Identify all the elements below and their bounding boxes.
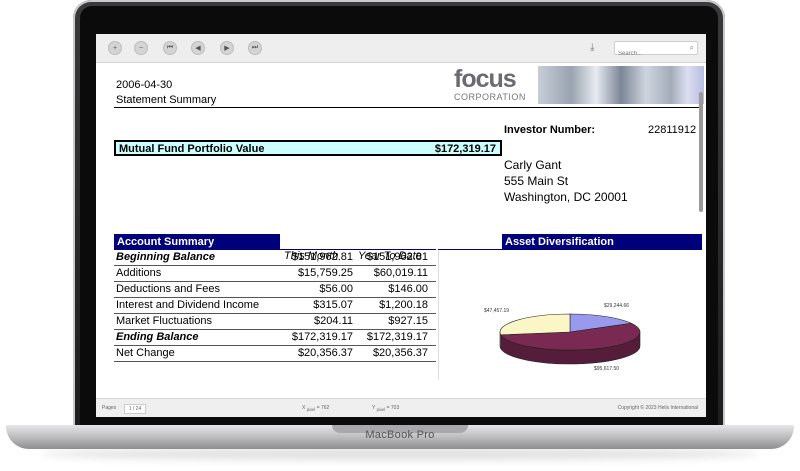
row-label: Additions: [116, 267, 162, 279]
pie-slice-2: [499, 313, 571, 336]
col-this-month: This Month: [284, 250, 339, 262]
logo-subtitle: CORPORATION: [454, 92, 526, 102]
viewer-statusbar: Pages 1 / 24 X pixel = 762 Y pixel = 703…: [96, 398, 706, 417]
company-logo: focus CORPORATION: [454, 66, 538, 106]
asset-pie-chart: [499, 313, 641, 365]
pie-label-1: $95,617.50: [594, 366, 620, 372]
pie-slice-1: [500, 322, 641, 351]
table-row: Beginning Balance $151,962.81 $151,962.81: [114, 249, 436, 266]
device-brand: MacBook Pro: [365, 429, 435, 441]
x-value: = 762: [316, 405, 330, 411]
last-page-icon: ⏭: [251, 44, 259, 51]
row-this-month: $20,356.37: [297, 347, 353, 359]
row-this-month: $56.00: [319, 283, 353, 295]
row-this-month: $15,759.25: [297, 267, 353, 279]
row-this-month: $151,962.81: [291, 251, 353, 263]
zoom-out-button[interactable]: −: [134, 41, 148, 55]
y-coordinate: Y pixel = 703: [372, 405, 399, 412]
pie-label-2: $47,457.19: [484, 308, 510, 314]
download-icon[interactable]: ⤓: [590, 42, 595, 53]
row-label: Deductions and Fees: [116, 283, 220, 295]
asset-diversification-rule: [438, 249, 702, 250]
y-value: = 703: [386, 405, 400, 411]
previous-page-icon: ◀: [195, 45, 201, 52]
pages-label: Pages: [102, 405, 117, 411]
pie-slice-0: [569, 313, 633, 333]
table-row: Net Change $20,356.37 $20,356.37: [114, 345, 436, 362]
laptop-notch: [332, 425, 468, 433]
row-year-to-date: $60,019.11: [373, 267, 428, 279]
page-number-input[interactable]: 1 / 24: [124, 404, 146, 414]
copyright-text: Copyright © 2023 Helix International: [617, 405, 698, 411]
table-row: Interest and Dividend Income $315.07 $1,20…: [114, 297, 436, 314]
row-label: Ending Balance: [116, 331, 199, 343]
search-icon[interactable]: ⌕: [689, 43, 694, 52]
header-photo: [538, 66, 704, 104]
viewer-toolbar: + − ⏮ ◀ ▶ ⏭ ⤓ ⌕: [96, 34, 706, 63]
zoom-out-icon: −: [138, 44, 144, 52]
row-label: Beginning Balance: [116, 251, 216, 263]
row-this-month: $315.07: [313, 299, 353, 311]
statement-date: 2006-04-30: [116, 79, 173, 91]
row-label: Interest and Dividend Income: [116, 299, 260, 311]
investor-number-label: Investor Number:: [504, 124, 596, 136]
next-page-button[interactable]: ▶: [220, 41, 234, 55]
table-row: Market Fluctuations $204.11 $927.15: [114, 313, 436, 330]
portfolio-value: $172,319.17: [434, 143, 496, 155]
account-summary-header: Account Summary: [114, 234, 280, 250]
row-year-to-date: $146.00: [388, 283, 428, 295]
previous-page-button[interactable]: ◀: [191, 41, 205, 55]
table-row: Additions $15,759.25 $60,019.11: [114, 265, 436, 282]
col-year-to-date: Year To Date: [358, 250, 422, 262]
logo-wordmark: focus: [454, 65, 517, 93]
table-row: Deductions and Fees $56.00 $146.00: [114, 281, 436, 298]
search-input[interactable]: [615, 48, 680, 60]
row-year-to-date: $172,319.17: [366, 331, 428, 343]
report-page: 2006-04-30 Statement Summary focus CORPO…: [96, 62, 706, 392]
laptop-shadow: [40, 448, 760, 460]
x-coordinate: X pixel = 762: [302, 405, 329, 412]
row-year-to-date: $151,962.81: [366, 251, 428, 263]
table-row: Ending Balance $172,319.17 $172,319.17: [114, 329, 436, 346]
y-label: Y: [372, 405, 376, 411]
zoom-in-button[interactable]: +: [108, 41, 122, 55]
column-divider: [438, 250, 439, 380]
row-year-to-date: $1,200.18: [379, 299, 428, 311]
row-year-to-date: $927.15: [388, 315, 428, 327]
portfolio-value-label: Mutual Fund Portfolio Value: [119, 143, 265, 155]
row-this-month: $172,319.17: [291, 331, 353, 343]
last-page-button[interactable]: ⏭: [248, 41, 262, 55]
report-viewer: + − ⏮ ◀ ▶ ⏭ ⤓ ⌕ 2006-04-30 Statement Sum…: [96, 34, 706, 417]
row-year-to-date: $20,356.37: [372, 347, 428, 359]
x-label: X: [302, 405, 306, 411]
header-rule: [114, 107, 702, 108]
portfolio-value-box: Mutual Fund Portfolio Value $172,319.17: [114, 140, 502, 156]
first-page-icon: ⏮: [166, 44, 174, 51]
statement-title: Statement Summary: [116, 94, 217, 106]
row-this-month: $204.11: [314, 315, 353, 327]
y-sub: pixel: [376, 407, 386, 412]
asset-diversification-header: Asset Diversification: [502, 234, 702, 250]
address-city: Washington, DC 20001: [504, 190, 628, 204]
next-page-icon: ▶: [224, 45, 230, 52]
pie-label-0: $29,244.66: [604, 303, 630, 309]
search-box[interactable]: ⌕: [614, 41, 698, 60]
vertical-scrollbar[interactable]: [699, 92, 703, 212]
account-summary-rule: [114, 249, 436, 250]
row-label: Market Fluctuations: [116, 315, 212, 327]
address-street: 555 Main St: [504, 174, 569, 188]
first-page-button[interactable]: ⏮: [163, 41, 177, 55]
zoom-in-icon: +: [112, 44, 118, 52]
x-sub: pixel: [306, 407, 316, 412]
address-name: Carly Gant: [504, 158, 562, 172]
row-label: Net Change: [116, 347, 175, 359]
investor-number: 22811912: [648, 124, 697, 136]
